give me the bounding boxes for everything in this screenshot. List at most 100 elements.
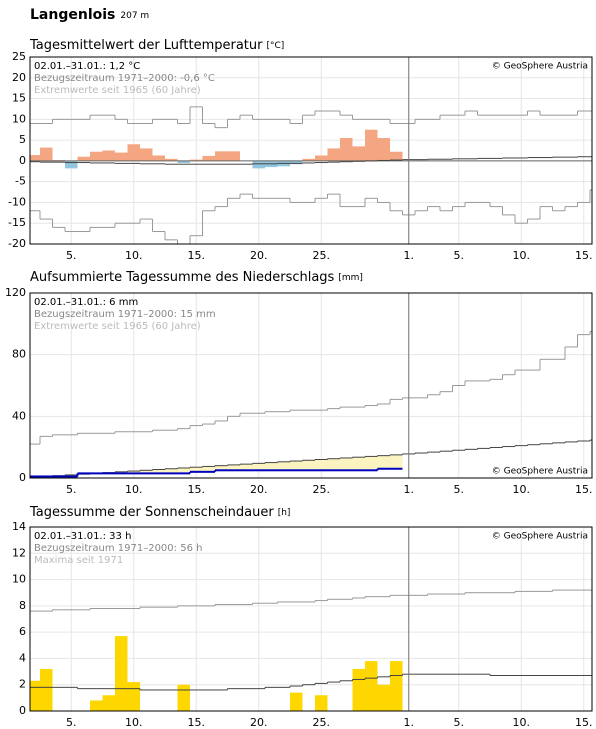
bar (327, 148, 340, 161)
bar (302, 158, 315, 161)
note: 02.01.–31.01.: 6 mm (34, 297, 138, 308)
x-tick-label: 15. (575, 716, 593, 729)
y-tick-label: 10 (12, 573, 26, 586)
deficit-fill (252, 463, 265, 471)
credit: © GeoSphere Austria (492, 62, 588, 72)
bar (40, 668, 53, 711)
deficit-fill (290, 461, 303, 471)
bar (177, 160, 190, 163)
x-tick-label: 20. (250, 483, 268, 496)
bar (115, 636, 128, 711)
x-tick-label: 5. (66, 716, 77, 729)
bar (140, 148, 153, 161)
bar (177, 684, 190, 711)
bar (365, 129, 378, 161)
panel-title-text: Tagessumme der Sonnenscheindauer (29, 505, 274, 520)
y-tick-label: 5 (19, 133, 26, 146)
note: Bezugszeitraum 1971–2000: 15 mm (34, 309, 216, 320)
panel-title-text: Aufsummierte Tagessumme des Niederschlag… (30, 270, 335, 285)
plot (30, 527, 592, 711)
x-tick-label: 10. (513, 483, 531, 496)
deficit-fill (177, 467, 190, 474)
y-tick-label: 6 (19, 625, 26, 638)
y-tick-label: 40 (12, 409, 26, 422)
bar (290, 160, 303, 165)
bar (202, 155, 215, 161)
x-tick-label: 20. (250, 249, 268, 262)
credit: © GeoSphere Austria (492, 532, 588, 542)
deficit-fill (140, 470, 153, 474)
deficit-fill (327, 458, 340, 471)
bar (227, 151, 240, 161)
y-tick-label: -20 (8, 237, 26, 250)
deficit-fill (127, 471, 140, 474)
y-tick-label: 25 (12, 50, 26, 63)
y-tick-label: 8 (19, 599, 26, 612)
y-tick-label: -5 (15, 175, 26, 188)
bar (90, 151, 103, 161)
y-tick-label: 12 (12, 546, 26, 559)
deficit-fill (165, 468, 178, 474)
x-tick-label: 1. (404, 249, 415, 262)
panel-title: Tagesmittelwert der Lufttemperatur [°C] (29, 38, 284, 53)
plot (30, 293, 592, 478)
y-tick-label: 0 (19, 704, 26, 717)
bar (102, 150, 115, 161)
note: 02.01.–31.01.: 33 h (34, 531, 131, 542)
bar (127, 144, 140, 161)
note: Maxima seit 1971 (34, 555, 123, 566)
bar (315, 155, 328, 161)
deficit-fill (152, 469, 165, 474)
y-tick-label: 15 (12, 92, 26, 105)
note: Bezugszeitraum 1971–2000: 56 h (34, 543, 202, 554)
x-tick-label: 25. (313, 483, 331, 496)
x-tick-label: 10. (125, 249, 143, 262)
bar (290, 692, 303, 711)
x-tick-label: 25. (313, 249, 331, 262)
bar (352, 668, 365, 711)
note: Extremwerte seit 1965 (60 Jahre) (34, 321, 201, 332)
x-tick-label: 20. (250, 716, 268, 729)
plot-frame (29, 56, 593, 245)
station-name: Langenlois (30, 7, 115, 23)
bar (252, 160, 265, 169)
bar (390, 661, 403, 711)
deficit-fill (190, 467, 203, 472)
bar (77, 156, 90, 161)
x-tick-label: 5. (66, 249, 77, 262)
bar (30, 680, 40, 711)
deficit-fill (340, 457, 353, 471)
deficit-fill (202, 466, 215, 472)
x-tick-label: 1. (404, 483, 415, 496)
bar (340, 138, 353, 161)
bar (40, 147, 53, 161)
bar (102, 695, 115, 711)
bar (90, 700, 103, 711)
deficit-fill (352, 457, 365, 471)
bar (365, 661, 378, 711)
bar (315, 695, 328, 711)
deficit-fill (315, 459, 328, 471)
bar (352, 146, 365, 161)
deficit-fill (215, 465, 228, 471)
deficit-fill (240, 464, 253, 471)
deficit-fill (302, 460, 315, 471)
bar (152, 155, 165, 161)
bar (377, 684, 390, 711)
y-tick-label: 120 (5, 286, 26, 299)
x-tick-label: 5. (454, 483, 465, 496)
note: 02.01.–31.01.: 1,2 °C (34, 61, 140, 72)
plot-frame (29, 526, 593, 712)
y-tick-label: 0 (19, 471, 26, 484)
y-tick-label: 0 (19, 154, 26, 167)
panel-unit: [mm] (338, 273, 363, 283)
y-tick-label: 80 (12, 348, 26, 361)
x-tick-label: 10. (513, 716, 531, 729)
panel-unit: [h] (278, 508, 291, 518)
x-tick-label: 5. (66, 483, 77, 496)
deficit-fill (365, 456, 378, 471)
x-tick-label: 10. (125, 483, 143, 496)
page-title: Langenlois 207 m (30, 7, 149, 23)
station-altitude: 207 m (120, 11, 149, 21)
